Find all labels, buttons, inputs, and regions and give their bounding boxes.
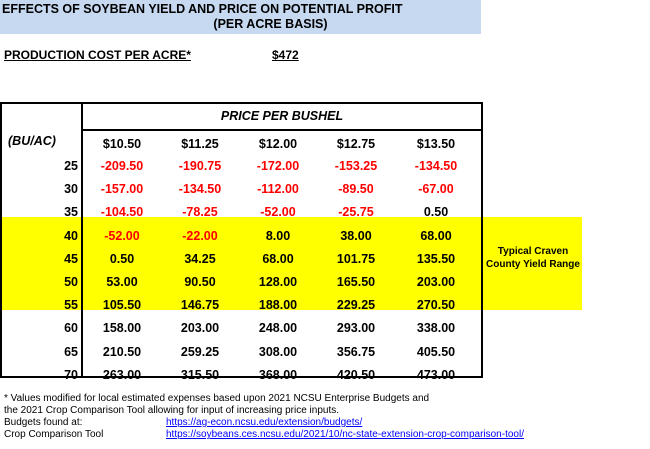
page-subtitle: (PER ACRE BASIS) bbox=[213, 17, 328, 31]
profit-cell: -104.50 bbox=[100, 205, 144, 220]
yield-cell: 55 bbox=[64, 298, 78, 313]
yield-cell: 45 bbox=[64, 251, 78, 266]
budgets-label: Budgets found at: bbox=[4, 417, 83, 428]
profit-cell: 368.00 bbox=[258, 367, 298, 382]
table-row: 60 158.00 203.00 248.00 293.00 338.00 bbox=[2, 317, 485, 340]
profit-cell: 293.00 bbox=[336, 321, 376, 336]
table-row: 30 -157.00 -134.50 -112.00 -89.50 -67.00 bbox=[2, 178, 485, 201]
yield-cell: 60 bbox=[64, 321, 78, 336]
profit-cell: -52.00 bbox=[260, 205, 296, 220]
profit-cell: 0.50 bbox=[109, 251, 135, 266]
profit-cell: 405.50 bbox=[416, 344, 456, 359]
page-title: EFFECTS OF SOYBEAN YIELD AND PRICE ON PO… bbox=[2, 2, 403, 16]
price-header-cell: $12.00 bbox=[258, 137, 298, 151]
title-banner: EFFECTS OF SOYBEAN YIELD AND PRICE ON PO… bbox=[0, 0, 481, 34]
yield-cell: 70 bbox=[64, 367, 78, 382]
crop-tool-link[interactable]: https://soybeans.ces.ncsu.edu/2021/10/nc… bbox=[166, 429, 524, 440]
profit-table: PRICE PER BUSHEL (BU/AC) $10.50 $11.25 $12… bbox=[0, 102, 485, 382]
price-header-cell: $11.25 bbox=[181, 137, 219, 151]
profit-cell: -157.00 bbox=[100, 182, 144, 197]
price-header-cell: $12.75 bbox=[336, 137, 376, 151]
table-divider-vertical bbox=[81, 104, 83, 376]
price-per-bushel-header: PRICE PER BUSHEL bbox=[220, 109, 344, 123]
footnote: * Values modified for local estimated ex… bbox=[4, 393, 644, 441]
profit-cell: 165.50 bbox=[336, 275, 376, 289]
table-row: 45 0.50 34.25 68.00 101.75 135.50 bbox=[2, 248, 485, 271]
yield-cell: 35 bbox=[64, 205, 78, 220]
profit-cell: 308.00 bbox=[258, 344, 298, 359]
profit-cell: -67.00 bbox=[418, 182, 454, 197]
profit-cell: 420.50 bbox=[336, 367, 376, 382]
profit-cell: -112.00 bbox=[257, 182, 299, 197]
table-row: 25 -209.50 -190.75 -172.00 -153.25 -134.50 bbox=[2, 155, 485, 178]
profit-cell: 53.00 bbox=[106, 275, 138, 289]
profit-cell: -22.00 bbox=[182, 228, 218, 243]
table-row: 40 -52.00 -22.00 8.00 38.00 68.00 bbox=[2, 225, 485, 248]
table-row: 70 263.00 315.50 368.00 420.50 473.00 bbox=[2, 364, 485, 387]
profit-cell: 263.00 bbox=[102, 367, 142, 382]
profit-cell: 146.75 bbox=[180, 298, 220, 313]
profit-cell: 34.25 bbox=[184, 251, 216, 266]
profit-cell: 356.75 bbox=[336, 344, 376, 359]
production-cost-value: $472 bbox=[272, 48, 299, 62]
profit-cell: 188.00 bbox=[258, 298, 298, 313]
budgets-link[interactable]: https://ag-econ.ncsu.edu/extension/budge… bbox=[166, 417, 363, 428]
profit-cell: -89.50 bbox=[338, 182, 374, 197]
profit-cell: 68.00 bbox=[420, 228, 452, 243]
production-cost-label: PRODUCTION COST PER ACRE* bbox=[4, 48, 191, 62]
yield-cell: 30 bbox=[64, 182, 78, 197]
table-divider-horizontal bbox=[81, 129, 481, 131]
typical-yield-label: Typical Craven County Yield Range bbox=[486, 246, 580, 270]
typical-yield-highlight bbox=[0, 217, 582, 310]
profit-cell: -209.50 bbox=[100, 159, 144, 173]
profit-cell: 248.00 bbox=[258, 321, 298, 336]
profit-cell: 338.00 bbox=[416, 321, 456, 336]
yield-cell: 40 bbox=[64, 228, 78, 243]
profit-cell: 158.00 bbox=[102, 321, 142, 336]
profit-cell: -78.25 bbox=[182, 205, 218, 220]
profit-cell: -190.75 bbox=[178, 159, 222, 173]
profit-cell: 203.00 bbox=[180, 321, 220, 336]
price-header-cell: $13.50 bbox=[416, 137, 456, 151]
profit-cell: 90.50 bbox=[184, 275, 216, 289]
profit-cell: -25.75 bbox=[338, 205, 374, 220]
profit-cell: 0.50 bbox=[423, 205, 449, 220]
crop-tool-label: Crop Comparison Tool bbox=[4, 429, 104, 440]
profit-cell: 473.00 bbox=[416, 367, 456, 382]
profit-cell: 270.50 bbox=[416, 298, 456, 313]
profit-cell: 210.50 bbox=[102, 344, 142, 359]
profit-cell: -153.25 bbox=[334, 159, 378, 173]
profit-cell: 259.25 bbox=[180, 344, 220, 359]
profit-cell: 8.00 bbox=[265, 228, 291, 243]
table-row: 55 105.50 146.75 188.00 229.25 270.50 bbox=[2, 294, 485, 317]
profit-cell: 105.50 bbox=[102, 298, 142, 313]
profit-cell: -52.00 bbox=[104, 228, 140, 243]
price-header-cell: $10.50 bbox=[102, 137, 142, 151]
profit-cell: 38.00 bbox=[340, 228, 372, 243]
yield-cell: 65 bbox=[64, 344, 78, 359]
profit-cell: -134.50 bbox=[414, 159, 458, 173]
profit-cell: 315.50 bbox=[180, 367, 220, 382]
yield-header: (BU/AC) bbox=[8, 134, 56, 148]
table-row: 35 -104.50 -78.25 -52.00 -25.75 0.50 bbox=[2, 201, 485, 224]
profit-cell: 68.00 bbox=[262, 251, 294, 266]
profit-cell: 101.75 bbox=[336, 251, 376, 266]
profit-cell: -134.50 bbox=[178, 182, 222, 197]
footnote-line-1: * Values modified for local estimated ex… bbox=[4, 393, 430, 404]
profit-cell: 135.50 bbox=[416, 251, 456, 266]
profit-cell: 229.25 bbox=[336, 298, 376, 313]
profit-cell: 203.00 bbox=[416, 275, 456, 289]
table-row: 65 210.50 259.25 308.00 356.75 405.50 bbox=[2, 341, 485, 364]
table-row: 50 53.00 90.50 128.00 165.50 203.00 bbox=[2, 271, 485, 294]
yield-cell: 25 bbox=[64, 159, 78, 173]
footnote-line-2: the 2021 Crop Comparison Tool allowing f… bbox=[4, 405, 340, 416]
profit-cell: 128.00 bbox=[258, 275, 298, 289]
yield-cell: 50 bbox=[64, 275, 78, 289]
profit-cell: -172.00 bbox=[256, 159, 300, 173]
